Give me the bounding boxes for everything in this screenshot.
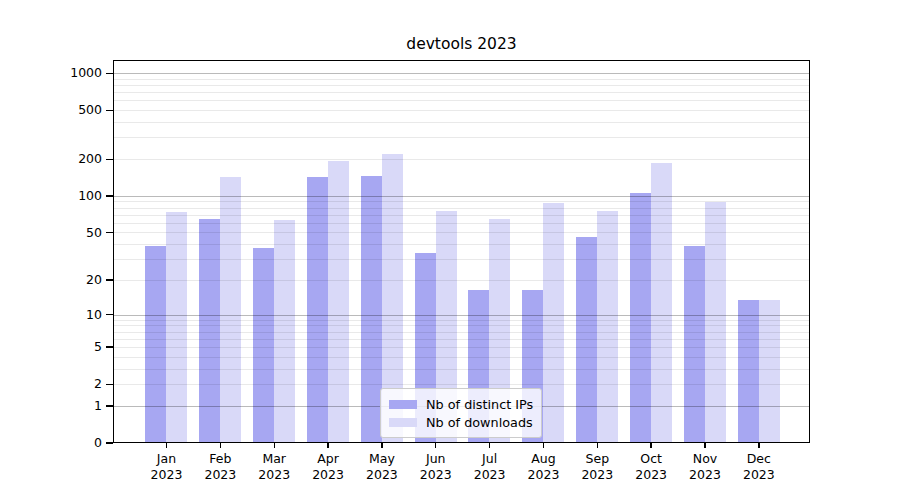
bar-distinct-ips-jan <box>145 246 166 442</box>
chart-title: devtools 2023 <box>113 35 810 53</box>
x-tick-mark <box>489 443 490 448</box>
gridline-minor <box>114 122 809 123</box>
legend-label-downloads: Nb of downloads <box>426 415 533 430</box>
gridline-minor <box>114 79 809 80</box>
gridline-minor <box>114 159 809 160</box>
y-tick-label: 500 <box>0 101 102 119</box>
legend-swatch-distinct-ips <box>389 400 417 409</box>
bar-distinct-ips-oct <box>630 193 651 442</box>
legend-label-distinct-ips: Nb of distinct IPs <box>426 397 533 412</box>
y-tick-label: 200 <box>0 150 102 168</box>
gridline-major <box>114 196 809 197</box>
x-tick-mark <box>543 443 544 448</box>
gridline-minor <box>114 280 809 281</box>
y-tick-mark <box>106 73 113 74</box>
x-tick-mark <box>274 443 275 448</box>
x-tick-label: Feb 2023 <box>192 451 248 482</box>
y-tick-mark <box>106 110 113 111</box>
x-tick-mark <box>650 443 651 448</box>
x-tick-label: Apr 2023 <box>300 451 356 482</box>
y-tick-label: 100 <box>0 187 102 205</box>
x-tick-mark <box>327 443 328 448</box>
legend-item-downloads: Nb of downloads <box>389 413 531 431</box>
gridline-minor <box>114 320 809 321</box>
bar-distinct-ips-nov <box>684 246 705 442</box>
bar-downloads-jan <box>166 212 187 442</box>
y-tick-mark <box>106 195 113 196</box>
x-tick-mark <box>435 443 436 448</box>
y-tick-mark <box>106 346 113 347</box>
y-tick-mark <box>106 232 113 233</box>
x-tick-mark <box>381 443 382 448</box>
y-tick-label: 20 <box>0 271 102 289</box>
y-tick-label: 1000 <box>0 64 102 82</box>
gridline-minor <box>114 325 809 326</box>
x-tick-mark <box>597 443 598 448</box>
x-tick-label: Nov 2023 <box>677 451 733 482</box>
gridline-minor <box>114 85 809 86</box>
x-tick-label: May 2023 <box>354 451 410 482</box>
y-tick-mark <box>106 442 113 443</box>
x-tick-label: Jul 2023 <box>462 451 518 482</box>
x-tick-mark <box>704 443 705 448</box>
y-tick-mark <box>106 384 113 385</box>
y-tick-label: 10 <box>0 306 102 324</box>
gridline-minor <box>114 244 809 245</box>
gridline-major <box>114 73 809 74</box>
bar-downloads-feb <box>220 177 241 442</box>
gridline-minor <box>114 369 809 370</box>
bar-downloads-dec <box>759 300 780 442</box>
x-tick-label: Sep 2023 <box>569 451 625 482</box>
x-tick-mark <box>758 443 759 448</box>
legend-item-distinct-ips: Nb of distinct IPs <box>389 395 531 413</box>
gridline-minor <box>114 223 809 224</box>
x-tick-label: Dec 2023 <box>731 451 787 482</box>
gridline-minor <box>114 92 809 93</box>
bar-downloads-sep <box>597 211 618 442</box>
x-tick-label: Mar 2023 <box>246 451 302 482</box>
gridline-minor <box>114 137 809 138</box>
gridline-minor <box>114 259 809 260</box>
gridline-major <box>114 315 809 316</box>
bar-distinct-ips-apr <box>307 177 328 442</box>
y-tick-label: 0 <box>0 434 102 452</box>
y-tick-mark <box>106 314 113 315</box>
x-tick-label: Aug 2023 <box>515 451 571 482</box>
plot-area <box>113 60 810 443</box>
chart-figure: devtools 2023 0 1 2 5 10 20 50 100 200 500 1000 Ja… <box>0 0 900 500</box>
legend: Nb of distinct IPs Nb of downloads <box>380 388 542 438</box>
bar-downloads-oct <box>651 163 672 442</box>
gridline-minor <box>114 384 809 385</box>
y-tick-label: 50 <box>0 224 102 242</box>
gridline-minor <box>114 110 809 111</box>
bar-distinct-ips-mar <box>253 248 274 442</box>
bar-downloads-apr <box>328 161 349 442</box>
bar-distinct-ips-may <box>361 176 382 442</box>
y-tick-mark <box>106 405 113 406</box>
x-tick-mark <box>166 443 167 448</box>
x-tick-mark <box>220 443 221 448</box>
gridline-minor <box>114 347 809 348</box>
y-tick-mark <box>106 159 113 160</box>
gridline-minor <box>114 357 809 358</box>
gridline-minor <box>114 215 809 216</box>
x-tick-label: Jan 2023 <box>139 451 195 482</box>
gridline-minor <box>114 201 809 202</box>
y-tick-label: 2 <box>0 375 102 393</box>
y-tick-label: 5 <box>0 338 102 356</box>
x-tick-label: Jun 2023 <box>408 451 464 482</box>
x-tick-label: Oct 2023 <box>623 451 679 482</box>
gridline-minor <box>114 332 809 333</box>
y-tick-mark <box>106 279 113 280</box>
bar-distinct-ips-dec <box>738 300 759 442</box>
gridline-minor <box>114 339 809 340</box>
bar-distinct-ips-feb <box>199 219 220 442</box>
y-tick-label: 1 <box>0 397 102 415</box>
gridline-minor <box>114 208 809 209</box>
gridline-minor <box>114 100 809 101</box>
gridline-minor <box>114 232 809 233</box>
legend-swatch-downloads <box>389 418 417 427</box>
